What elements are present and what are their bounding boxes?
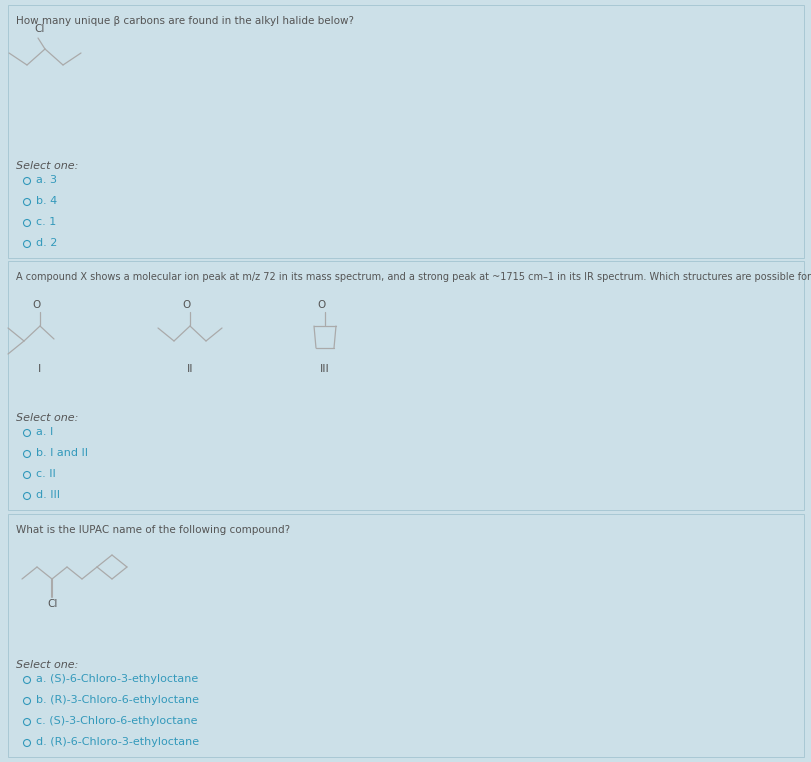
Text: O: O (182, 300, 191, 310)
Text: b. (R)-3-Chloro-6-ethyloctane: b. (R)-3-Chloro-6-ethyloctane (36, 695, 199, 705)
FancyBboxPatch shape (8, 5, 803, 258)
Text: Select one:: Select one: (16, 660, 79, 670)
Text: d. III: d. III (36, 490, 60, 500)
Text: b. 4: b. 4 (36, 196, 58, 206)
Text: How many unique β carbons are found in the alkyl halide below?: How many unique β carbons are found in t… (16, 16, 354, 26)
Text: I: I (38, 364, 41, 374)
Text: b. I and II: b. I and II (36, 448, 88, 458)
Text: a. I: a. I (36, 427, 54, 437)
Text: a. (S)-6-Chloro-3-ethyloctane: a. (S)-6-Chloro-3-ethyloctane (36, 674, 198, 684)
Text: a. 3: a. 3 (36, 175, 57, 185)
Text: d. (R)-6-Chloro-3-ethyloctane: d. (R)-6-Chloro-3-ethyloctane (36, 737, 199, 747)
Text: Cl: Cl (47, 599, 58, 609)
Text: d. 2: d. 2 (36, 238, 58, 248)
Text: What is the IUPAC name of the following compound?: What is the IUPAC name of the following … (16, 525, 290, 535)
Text: Select one:: Select one: (16, 161, 79, 171)
Text: Cl: Cl (34, 24, 45, 34)
Text: Select one:: Select one: (16, 413, 79, 423)
Text: II: II (187, 364, 193, 374)
Text: III: III (320, 364, 329, 374)
FancyBboxPatch shape (8, 514, 803, 757)
Text: O: O (32, 300, 41, 310)
Text: c. 1: c. 1 (36, 217, 56, 227)
Text: c. (S)-3-Chloro-6-ethyloctane: c. (S)-3-Chloro-6-ethyloctane (36, 716, 197, 726)
FancyBboxPatch shape (8, 261, 803, 510)
Text: A compound X shows a molecular ion peak at m/z 72 in its mass spectrum, and a st: A compound X shows a molecular ion peak … (16, 272, 811, 282)
Text: O: O (317, 300, 326, 310)
Text: c. II: c. II (36, 469, 56, 479)
